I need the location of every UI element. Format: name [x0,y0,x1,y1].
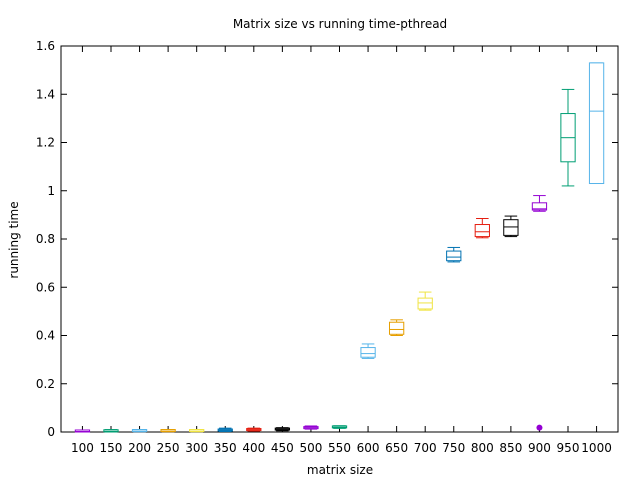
box-200 [131,429,148,433]
y-axis-label: running time [7,201,21,278]
y-tick-label: 0.4 [36,329,55,343]
box-800 [474,217,490,239]
box-body [388,321,405,335]
box-350 [217,427,233,433]
x-axis-label: matrix size [307,463,373,477]
box-100 [74,429,91,433]
x-tick-label: 650 [385,441,408,455]
box-500 [303,425,319,430]
box-750 [446,246,462,263]
box-650 [388,319,405,336]
box-950 [560,88,576,187]
x-tick-label: 150 [100,441,123,455]
box-400 [246,427,262,432]
y-tick-label: 1.4 [36,87,55,101]
y-axis: 0 0.2 0.4 0.6 0.8 1 1.2 1.4 1.6 [36,39,618,439]
x-tick-label: 300 [185,441,208,455]
y-tick-label: 0.2 [36,377,55,391]
box-550 [331,425,348,429]
box-body [531,202,548,211]
box-1000 [588,62,605,185]
x-tick-label: 850 [499,441,522,455]
box-250 [160,429,176,433]
x-tick-label: 400 [242,441,265,455]
y-tick-label: 0.8 [36,232,55,246]
x-tick-label: 500 [299,441,322,455]
box-body [417,297,433,310]
box-700 [417,291,433,311]
box-body [446,250,462,262]
boxes [74,62,605,433]
x-tick-label: 700 [414,441,437,455]
box-900 [531,195,548,431]
box-body [588,62,605,185]
x-tick-label: 800 [471,441,494,455]
box-body [503,219,519,236]
x-tick-label: 250 [157,441,180,455]
y-tick-label: 0.6 [36,280,55,294]
x-tick-label: 950 [557,441,580,455]
x-tick-label: 450 [271,441,294,455]
box-600 [360,343,376,359]
box-body [360,347,376,358]
x-tick-label: 100 [71,441,94,455]
outlier-point [536,424,543,431]
x-tick-label: 600 [357,441,380,455]
box-150 [103,429,119,433]
box-450 [274,427,291,432]
chart-title: Matrix size vs running time-pthread [233,17,447,31]
y-tick-label: 1.6 [36,39,55,53]
y-tick-label: 1 [47,184,55,198]
x-axis: 100 150 200 250 300 350 400 450 500 550 600 650 700 7… [71,46,612,455]
x-tick-label: 1000 [581,441,612,455]
box-300 [189,429,205,433]
x-tick-label: 200 [128,441,151,455]
x-tick-label: 900 [528,441,551,455]
y-tick-label: 0 [47,425,55,439]
plot-frame [60,45,619,433]
box-850 [503,215,519,238]
x-tick-label: 550 [328,441,351,455]
y-tick-label: 1.2 [36,136,55,150]
x-tick-label: 350 [214,441,237,455]
x-tick-label: 750 [442,441,465,455]
box-body [474,224,490,238]
